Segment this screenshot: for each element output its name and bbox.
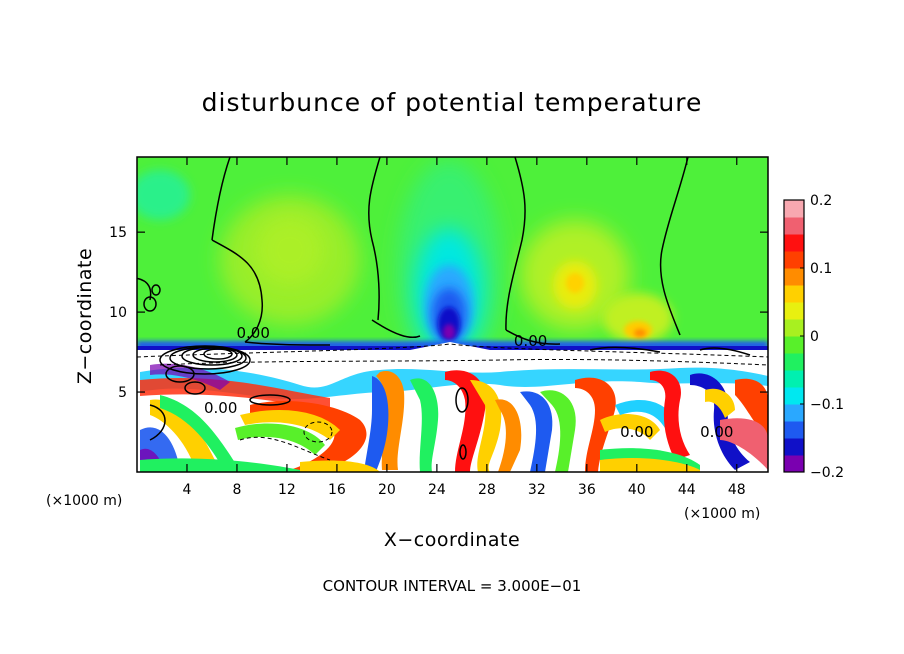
contour-lines <box>137 157 689 346</box>
y-axis: 5 10 15 <box>109 225 768 401</box>
colorbar-segment <box>784 353 804 371</box>
y-tick-label: 15 <box>109 225 127 241</box>
contour-cluster <box>143 284 751 460</box>
plot-frame <box>136 156 769 473</box>
x-tick-label: 24 <box>428 482 446 498</box>
x-tick-label: 8 <box>232 482 241 498</box>
x-axis: 4 8 12 16 20 24 28 32 36 40 44 48 <box>183 157 746 498</box>
colorbar-segment <box>784 251 804 269</box>
x-tick-label: 48 <box>728 482 746 498</box>
colorbar-segment <box>784 404 804 422</box>
x-axis-label: X−coordinate <box>384 529 520 551</box>
colorbar: 0.2 0.1 0 −0.1 −0.2 <box>783 193 844 481</box>
x-tick-label: 32 <box>528 482 546 498</box>
colorbar-segment <box>784 200 804 218</box>
tropopause-band <box>137 341 768 370</box>
contour-label: 0.00 <box>514 332 547 350</box>
colorbar-segment <box>784 268 804 286</box>
colorbar-segment <box>784 234 804 252</box>
colorbar-segment <box>784 421 804 439</box>
x-tick-label: 36 <box>578 482 596 498</box>
colorbar-segment <box>784 387 804 405</box>
colorbar-segment <box>784 336 804 354</box>
x-unit-label-left: (×1000 m) <box>46 493 122 509</box>
x-unit-label-right: (×1000 m) <box>684 506 760 522</box>
contour-lines-dashed <box>137 343 768 461</box>
x-tick-label: 28 <box>478 482 496 498</box>
field-lower-turbulence <box>140 363 768 472</box>
colorbar-segment <box>784 370 804 388</box>
cold-core <box>397 160 501 380</box>
y-tick-label: 5 <box>118 385 127 401</box>
contour-interval-text: CONTOUR INTERVAL = 3.000E−01 <box>323 577 582 595</box>
colorbar-tick-label: 0.1 <box>810 261 832 277</box>
x-tick-label: 44 <box>678 482 696 498</box>
colorbar-segment <box>784 438 804 456</box>
x-tick-label: 12 <box>278 482 296 498</box>
colorbar-segment <box>784 455 804 473</box>
colorbar-tick-label: −0.2 <box>810 465 844 481</box>
plot-area: 0.00 0.00 0.00 0.00 0.00 <box>137 157 768 472</box>
contour-label: 0.00 <box>700 423 733 441</box>
colorbar-segment <box>784 319 804 337</box>
y-axis-label: Z−coordinate <box>74 248 96 384</box>
contour-label: 0.00 <box>237 324 270 342</box>
colorbar-segment <box>784 217 804 235</box>
contour-labels: 0.00 0.00 0.00 0.00 0.00 <box>204 324 733 441</box>
contour-label: 0.00 <box>204 399 237 417</box>
chart-title: disturbunce of potential temperature <box>202 88 703 117</box>
colorbar-tick-label: 0.2 <box>810 193 832 209</box>
colorbar-segment <box>784 302 804 320</box>
colorbar-tick-label: 0 <box>810 329 819 345</box>
colorbar-tick-label: −0.1 <box>810 397 844 413</box>
x-tick-label: 16 <box>328 482 346 498</box>
y-tick-label: 10 <box>109 305 127 321</box>
contour-label: 0.00 <box>620 423 653 441</box>
x-tick-label: 20 <box>378 482 396 498</box>
field-upper-shading <box>137 170 673 343</box>
x-tick-label: 4 <box>183 482 192 498</box>
colorbar-segment <box>784 285 804 303</box>
x-tick-label: 40 <box>628 482 646 498</box>
